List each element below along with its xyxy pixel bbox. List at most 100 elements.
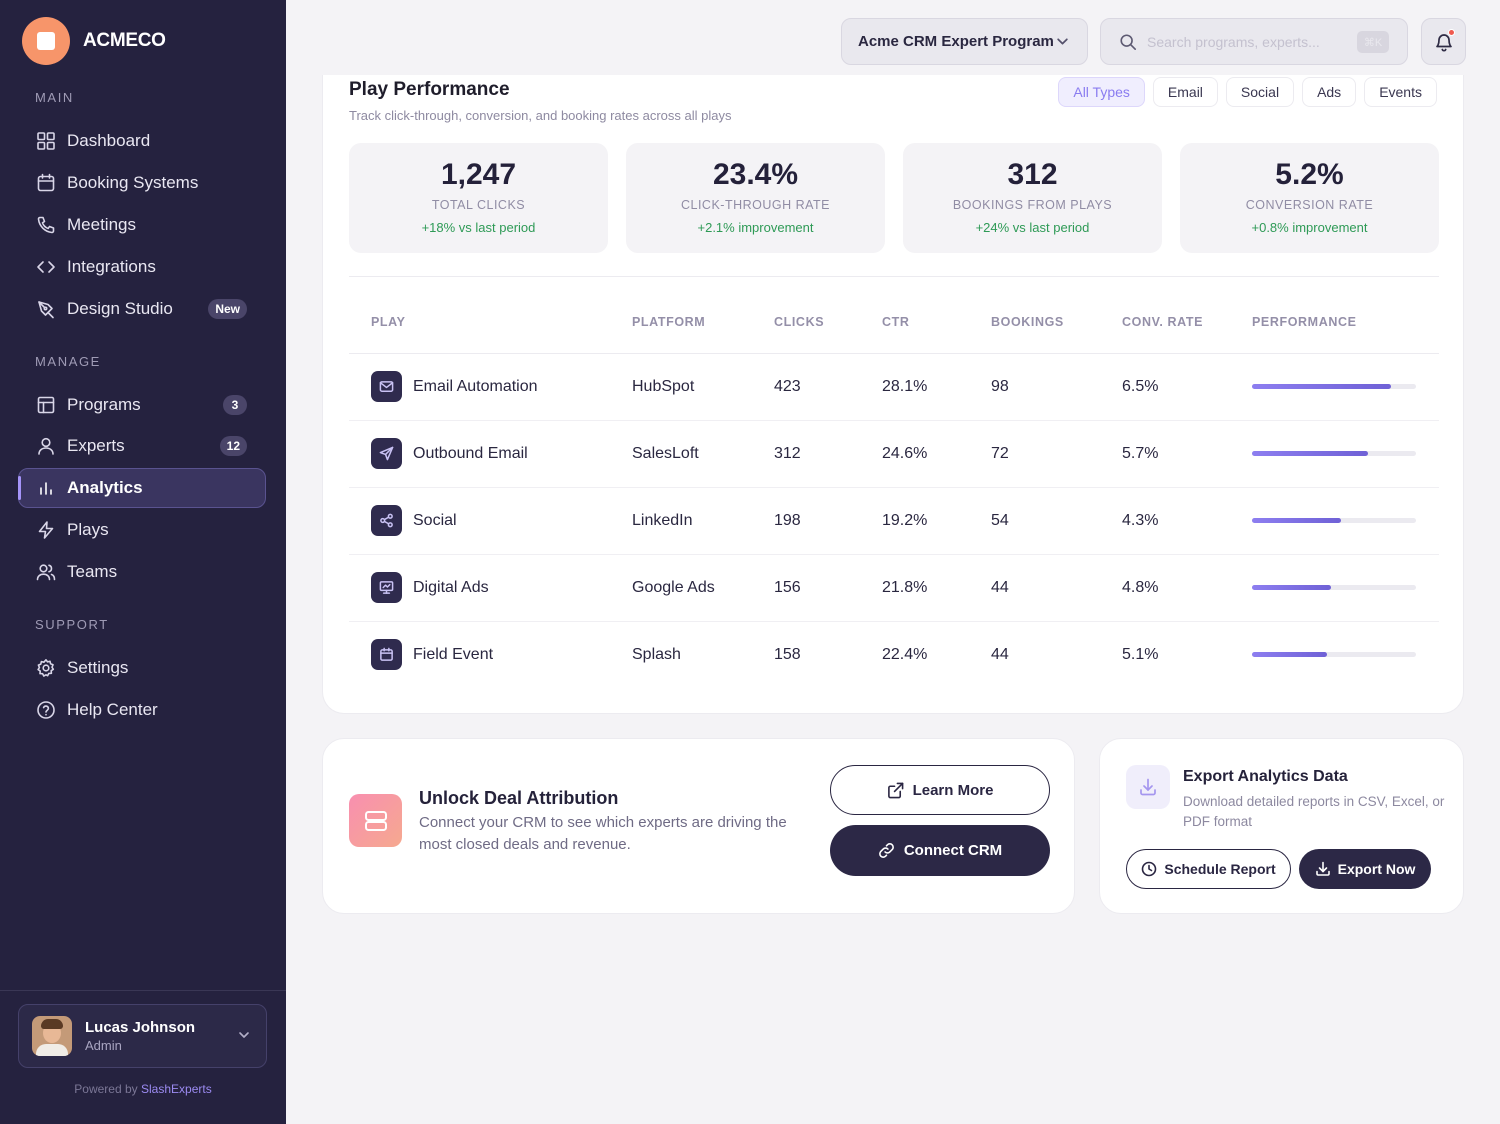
- filter-events[interactable]: Events: [1364, 77, 1437, 107]
- stat-delta: +2.1% improvement: [697, 220, 814, 235]
- clock-icon: [1142, 861, 1157, 877]
- schedule-report-button[interactable]: Schedule Report: [1126, 849, 1291, 889]
- sidebar-item-experts[interactable]: Experts 12: [18, 426, 266, 466]
- conv-rate-cell: 6.5%: [1122, 353, 1252, 421]
- stat-label: CONVERSION RATE: [1245, 198, 1374, 212]
- count-badge: 3: [223, 395, 247, 415]
- platform-cell: SalesLoft: [632, 420, 774, 488]
- stat-value: 1,247: [440, 158, 517, 191]
- powered-brand-link[interactable]: SlashExperts: [141, 1082, 212, 1096]
- learn-more-button[interactable]: Learn More: [830, 765, 1050, 815]
- export-title: Export Analytics Data: [1183, 768, 1348, 785]
- connect-crm-button[interactable]: Connect CRM: [830, 825, 1050, 876]
- platform-cell: LinkedIn: [632, 487, 774, 555]
- ctr-cell: 22.4%: [882, 645, 928, 663]
- sidebar-item-label: Programs: [67, 395, 141, 414]
- stat-delta: +0.8% improvement: [1251, 220, 1368, 235]
- chevron-down-icon: [239, 1032, 249, 1038]
- table-row[interactable]: Outbound Email SalesLoft 312 24.6% 72 5.…: [349, 420, 1439, 488]
- table-row[interactable]: Social LinkedIn 198 19.2% 54 4.3%: [349, 487, 1439, 555]
- program-select[interactable]: Acme CRM Expert Program: [841, 18, 1088, 65]
- filter-all-types[interactable]: All Types: [1058, 77, 1145, 107]
- notification-dot: [1448, 29, 1455, 36]
- clicks-cell: 156: [774, 554, 882, 622]
- column-header-bookings[interactable]: BOOKINGS: [991, 291, 1122, 354]
- bookings-cell: 44: [991, 554, 1122, 622]
- ctr-cell: 19.2%: [882, 487, 991, 555]
- search-input[interactable]: [1147, 33, 1337, 50]
- column-header-ctr[interactable]: CTR: [882, 291, 991, 354]
- column-header-clicks[interactable]: CLICKS: [774, 291, 882, 354]
- table-header-row: PLAY PLATFORM CLICKS CTR BOOKINGS CONV. …: [349, 291, 1439, 354]
- sidebar: ACMECO MAIN Dashboard Booking Systems Me…: [0, 0, 286, 1124]
- table-row[interactable]: Email Automation HubSpot 423 28.1% 98 6.…: [349, 353, 1439, 421]
- powered-by: Powered by SlashExperts: [0, 1082, 286, 1096]
- play-name: Field Event: [413, 645, 494, 663]
- send-icon: [371, 438, 402, 469]
- play-name: Digital Ads: [413, 578, 489, 596]
- column-header-conv-rate[interactable]: CONV. RATE: [1122, 291, 1252, 354]
- conv-rate-cell: 4.3%: [1122, 487, 1252, 555]
- search-bar[interactable]: ⌘K: [1100, 18, 1408, 65]
- sidebar-item-teams[interactable]: Teams: [18, 552, 266, 592]
- shortcut-badge: ⌘K: [1357, 31, 1389, 53]
- filter-ads[interactable]: Ads: [1302, 77, 1357, 107]
- table-row[interactable]: Digital Ads Google Ads 156 21.8% 44 4.8%: [349, 554, 1439, 622]
- type-filters: All Types Email Social Ads Events: [1058, 77, 1437, 107]
- export-now-button[interactable]: Export Now: [1299, 849, 1431, 889]
- sidebar-item-label: Settings: [67, 658, 129, 677]
- gear-icon: [35, 657, 57, 679]
- user-role: Admin: [85, 1038, 122, 1053]
- chevron-down-icon: [1057, 38, 1068, 45]
- filter-email[interactable]: Email: [1152, 77, 1218, 107]
- export-now-label: Export Now: [1337, 861, 1416, 877]
- clicks-cell: 423: [774, 353, 882, 421]
- sidebar-item-label: Integrations: [67, 257, 156, 276]
- column-header-platform[interactable]: PLATFORM: [632, 291, 774, 354]
- brand[interactable]: ACMECO: [22, 17, 166, 65]
- performance-bar-fill: [1252, 384, 1392, 389]
- play-performance-card: Play Performance Track click-through, co…: [322, 75, 1464, 714]
- sidebar-item-booking-systems[interactable]: Booking Systems: [18, 163, 266, 203]
- sidebar-item-dashboard[interactable]: Dashboard: [18, 121, 266, 161]
- stat-label: CLICK-THROUGH RATE: [680, 198, 831, 212]
- monitor-icon: [371, 572, 402, 603]
- user-menu[interactable]: Lucas Johnson Admin: [18, 1004, 267, 1068]
- lightning-icon: [35, 519, 57, 541]
- performance-bar-fill: [1252, 451, 1369, 456]
- grid-icon: [35, 130, 57, 152]
- stat-card-conversion: 5.2% CONVERSION RATE +0.8% improvement: [1180, 143, 1439, 253]
- sidebar-item-design-studio[interactable]: Design Studio New: [18, 289, 266, 329]
- notifications-button[interactable]: [1421, 18, 1466, 65]
- bar-chart-icon: [35, 477, 57, 499]
- sidebar-item-plays[interactable]: Plays: [18, 510, 266, 550]
- deal-title: Unlock Deal Attribution: [419, 788, 619, 808]
- bookings-cell: 72: [991, 420, 1122, 488]
- column-header-performance[interactable]: PERFORMANCE: [1252, 291, 1439, 354]
- section-title: Play Performance: [349, 79, 510, 100]
- column-header-play[interactable]: PLAY: [349, 291, 632, 354]
- sidebar-item-analytics[interactable]: Analytics: [18, 468, 266, 508]
- avatar: [32, 1016, 72, 1056]
- sidebar-item-settings[interactable]: Settings: [18, 648, 266, 688]
- sidebar-item-meetings[interactable]: Meetings: [18, 205, 266, 245]
- user-icon: [35, 435, 57, 457]
- deal-description: Connect your CRM to see which experts ar…: [419, 814, 787, 853]
- sidebar-item-help-center[interactable]: Help Center: [18, 690, 266, 730]
- table-row[interactable]: Field Event Splash 158 22.4% 44 5.1%: [349, 621, 1439, 688]
- schedule-report-label: Schedule Report: [1164, 861, 1276, 877]
- stat-card-total-clicks: 1,247 TOTAL CLICKS +18% vs last period: [349, 143, 608, 253]
- sidebar-item-programs[interactable]: Programs 3: [18, 385, 266, 425]
- plays-table: PLAY PLATFORM CLICKS CTR BOOKINGS CONV. …: [349, 291, 1439, 688]
- sidebar-item-integrations[interactable]: Integrations: [18, 247, 266, 287]
- new-badge: New: [208, 299, 247, 319]
- play-name: Social: [413, 511, 457, 529]
- bookings-cell: 54: [991, 487, 1122, 555]
- filter-social[interactable]: Social: [1225, 77, 1295, 107]
- external-link-icon: [887, 782, 903, 798]
- download-icon: [1126, 765, 1170, 809]
- stat-value: 23.4%: [712, 158, 799, 191]
- help-circle-icon: [35, 699, 57, 721]
- learn-more-label: Learn More: [912, 781, 994, 799]
- performance-bar: [1252, 585, 1416, 590]
